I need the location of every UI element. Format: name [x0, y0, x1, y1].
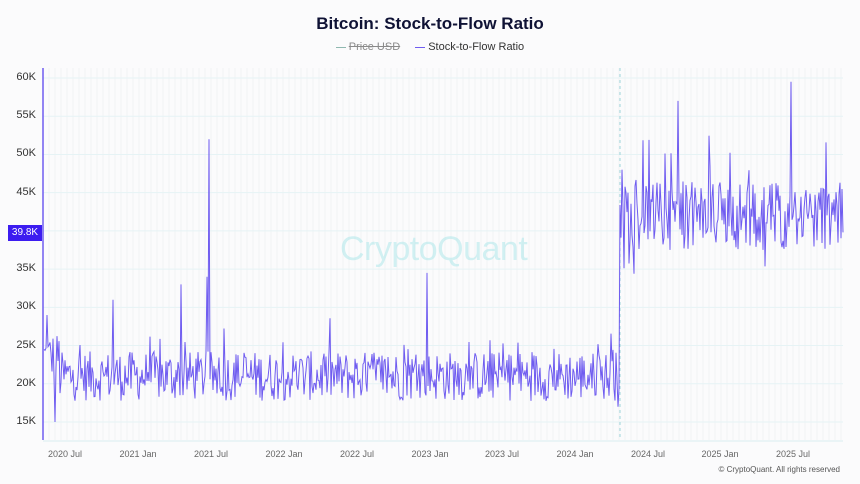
- x-tick-label: 2023 Jul: [484, 449, 520, 459]
- x-tick-label: 2025 Jan: [701, 449, 739, 459]
- chart-title: Bitcoin: Stock-to-Flow Ratio: [316, 14, 544, 33]
- y-tick-label: 35K: [16, 262, 36, 275]
- legend-swatch-icon: [415, 46, 426, 48]
- legend: Price USD Stock-to-Flow Ratio: [0, 41, 860, 53]
- x-tick-label: 2021 Jul: [193, 449, 229, 459]
- y-tick-label: 60K: [16, 71, 36, 83]
- x-tick-label: 2022 Jan: [265, 449, 303, 459]
- legend-item-stock-to-flow[interactable]: Stock-to-Flow Ratio: [415, 41, 524, 53]
- x-tick-label: 2022 Jul: [339, 449, 375, 459]
- legend-swatch-icon: [335, 46, 346, 48]
- x-tick-label: 2024 Jan: [556, 449, 594, 459]
- legend-item-price-usd[interactable]: Price USD: [335, 41, 400, 53]
- x-tick-label: 2020 Jul: [47, 449, 83, 459]
- y-tick-label: 55K: [16, 109, 36, 122]
- x-tick-label: 2021 Jan: [119, 449, 157, 459]
- y-tick-label: 15K: [16, 414, 36, 427]
- x-tick-label: 2023 Jan: [411, 449, 449, 459]
- watermark: CryptoQuant: [340, 230, 528, 268]
- x-tick-label: 2025 Jul: [775, 449, 811, 459]
- y-tick-label: 45K: [16, 185, 36, 198]
- y-tick-label: 25K: [16, 338, 36, 351]
- x-tick-label: 2024 Jul: [630, 449, 666, 459]
- y-tick-label: 20K: [16, 376, 36, 389]
- copyright: © CryptoQuant. All rights reserved: [718, 465, 841, 474]
- current-value-badge: 39.8K: [8, 225, 42, 241]
- stock-to-flow-line: [43, 81, 844, 423]
- y-tick-label: 50K: [16, 147, 36, 160]
- y-tick-label: 30K: [16, 300, 36, 313]
